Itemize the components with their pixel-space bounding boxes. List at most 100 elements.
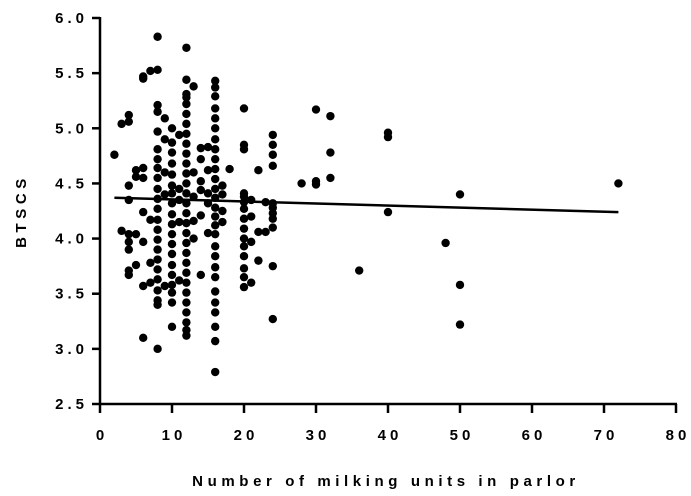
- data-point: [355, 266, 364, 275]
- data-point: [182, 248, 191, 258]
- data-point: [160, 281, 169, 291]
- y-tick-label: 5.5: [55, 65, 88, 82]
- data-point: [211, 104, 220, 113]
- data-point: [211, 229, 220, 239]
- data-point: [139, 207, 148, 217]
- data-point: [211, 263, 220, 272]
- data-point: [455, 190, 465, 199]
- data-point: [455, 280, 465, 290]
- data-point: [124, 245, 133, 254]
- data-point: [167, 138, 177, 147]
- data-point: [211, 184, 220, 194]
- data-point: [239, 104, 249, 113]
- data-point: [153, 100, 162, 110]
- data-point: [131, 165, 141, 175]
- data-points: [110, 32, 623, 377]
- y-tick-label: 5.0: [55, 120, 88, 137]
- data-point: [167, 148, 177, 157]
- data-point: [211, 272, 220, 282]
- data-point: [139, 72, 148, 81]
- data-point: [175, 276, 184, 285]
- data-point: [203, 189, 213, 198]
- data-point: [239, 214, 249, 223]
- regression-line: [114, 196, 619, 214]
- data-point: [146, 278, 155, 287]
- x-axis-title: Number of milking units in parlor: [192, 473, 580, 490]
- data-point: [239, 145, 249, 154]
- data-point: [167, 298, 177, 307]
- data-point: [211, 114, 220, 123]
- data-point: [455, 320, 465, 329]
- data-point: [182, 169, 191, 178]
- data-point: [182, 331, 191, 340]
- data-point: [182, 318, 191, 327]
- data-point: [196, 177, 205, 186]
- data-point: [326, 148, 335, 157]
- data-point: [211, 83, 220, 92]
- y-tick-label: 4.5: [55, 175, 88, 192]
- data-point: [182, 218, 191, 228]
- data-point: [139, 281, 148, 291]
- data-point: [167, 124, 177, 133]
- data-point: [167, 260, 177, 270]
- data-point: [239, 224, 249, 233]
- data-point: [167, 220, 177, 229]
- data-point: [175, 184, 184, 194]
- data-point: [247, 237, 256, 247]
- data-point: [182, 238, 191, 248]
- data-point: [153, 255, 162, 264]
- data-point: [167, 322, 177, 331]
- data-point: [175, 130, 184, 140]
- data-point: [139, 163, 148, 173]
- data-point: [153, 215, 162, 225]
- data-point: [239, 252, 249, 261]
- data-point: [153, 225, 162, 234]
- data-point: [211, 203, 220, 212]
- data-point: [160, 190, 169, 199]
- data-point: [211, 124, 220, 133]
- y-tick-label: 3.0: [55, 341, 88, 358]
- data-point: [203, 142, 213, 152]
- data-point: [124, 181, 133, 190]
- data-point: [196, 270, 205, 280]
- x-tick-label: 0: [96, 427, 108, 444]
- data-point: [239, 272, 249, 282]
- data-point: [167, 229, 177, 239]
- data-point: [254, 165, 263, 175]
- data-point: [182, 139, 191, 148]
- data-point: [167, 280, 177, 290]
- data-point: [441, 238, 450, 248]
- data-point: [211, 135, 220, 144]
- data-point: [311, 105, 321, 114]
- data-point: [211, 212, 220, 221]
- data-point: [311, 180, 321, 189]
- y-tick-label: 6.0: [55, 10, 88, 27]
- data-point: [160, 135, 169, 144]
- data-point: [182, 228, 191, 238]
- data-point: [182, 149, 191, 158]
- data-point: [167, 239, 177, 249]
- data-point: [131, 229, 141, 239]
- x-tick-label: 30: [306, 427, 331, 444]
- data-point: [182, 258, 191, 268]
- data-point: [153, 184, 162, 194]
- data-point: [182, 109, 191, 119]
- data-point: [182, 75, 191, 84]
- data-point: [153, 127, 162, 136]
- data-point: [153, 65, 162, 75]
- data-point: [167, 270, 177, 280]
- data-point: [182, 278, 191, 287]
- data-point: [211, 76, 220, 86]
- data-point: [614, 179, 623, 188]
- data-point: [211, 367, 220, 377]
- data-point: [254, 227, 263, 237]
- data-point: [383, 132, 393, 142]
- data-point: [268, 314, 277, 324]
- data-point: [124, 270, 133, 280]
- data-point: [182, 179, 191, 188]
- data-point: [153, 107, 162, 116]
- data-point: [146, 215, 155, 225]
- data-point: [239, 282, 249, 292]
- y-tick-label: 3.5: [55, 286, 88, 303]
- data-point: [268, 223, 277, 232]
